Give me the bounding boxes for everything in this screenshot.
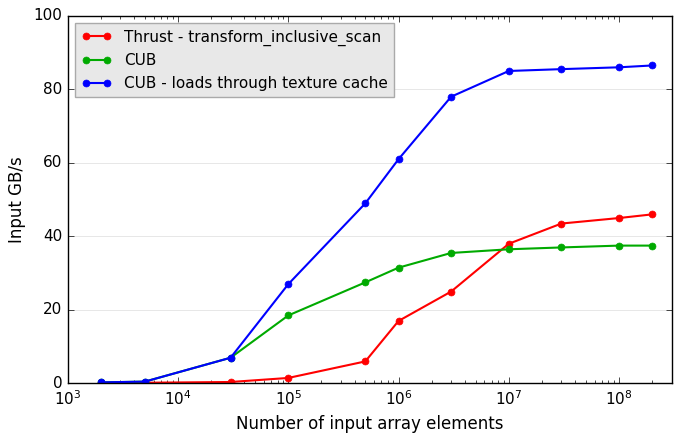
CUB - loads through texture cache [226, 355, 235, 360]
CUB - loads through texture cache [558, 67, 566, 72]
Thrust - transform_inclusive_scan [394, 318, 403, 324]
Thrust - transform_inclusive_scan [447, 289, 455, 294]
Thrust - transform_inclusive_scan [97, 380, 105, 385]
Line: Thrust - transform_inclusive_scan: Thrust - transform_inclusive_scan [97, 211, 656, 386]
Line: CUB - loads through texture cache: CUB - loads through texture cache [97, 62, 656, 386]
CUB [361, 280, 369, 285]
Y-axis label: Input GB/s: Input GB/s [8, 156, 27, 243]
CUB [284, 313, 292, 318]
CUB [505, 247, 513, 252]
Thrust - transform_inclusive_scan [361, 359, 369, 364]
Thrust - transform_inclusive_scan [648, 212, 656, 217]
CUB - loads through texture cache [615, 65, 623, 70]
CUB - loads through texture cache [447, 94, 455, 99]
Legend: Thrust - transform_inclusive_scan, CUB, CUB - loads through texture cache: Thrust - transform_inclusive_scan, CUB, … [75, 23, 394, 97]
CUB - loads through texture cache [648, 63, 656, 68]
Line: CUB: CUB [97, 242, 656, 386]
CUB [97, 380, 105, 385]
Thrust - transform_inclusive_scan [558, 221, 566, 226]
CUB [226, 355, 235, 360]
CUB - loads through texture cache [505, 68, 513, 74]
Thrust - transform_inclusive_scan [615, 215, 623, 220]
Thrust - transform_inclusive_scan [226, 379, 235, 385]
CUB - loads through texture cache [141, 379, 149, 384]
CUB [447, 250, 455, 256]
Thrust - transform_inclusive_scan [505, 241, 513, 247]
CUB [648, 243, 656, 248]
CUB - loads through texture cache [284, 281, 292, 287]
Thrust - transform_inclusive_scan [284, 375, 292, 381]
Thrust - transform_inclusive_scan [141, 380, 149, 385]
CUB [394, 265, 403, 270]
X-axis label: Number of input array elements: Number of input array elements [236, 415, 503, 433]
CUB [141, 379, 149, 384]
CUB - loads through texture cache [97, 380, 105, 385]
CUB - loads through texture cache [361, 201, 369, 206]
CUB [615, 243, 623, 248]
CUB [558, 245, 566, 250]
CUB - loads through texture cache [394, 157, 403, 162]
